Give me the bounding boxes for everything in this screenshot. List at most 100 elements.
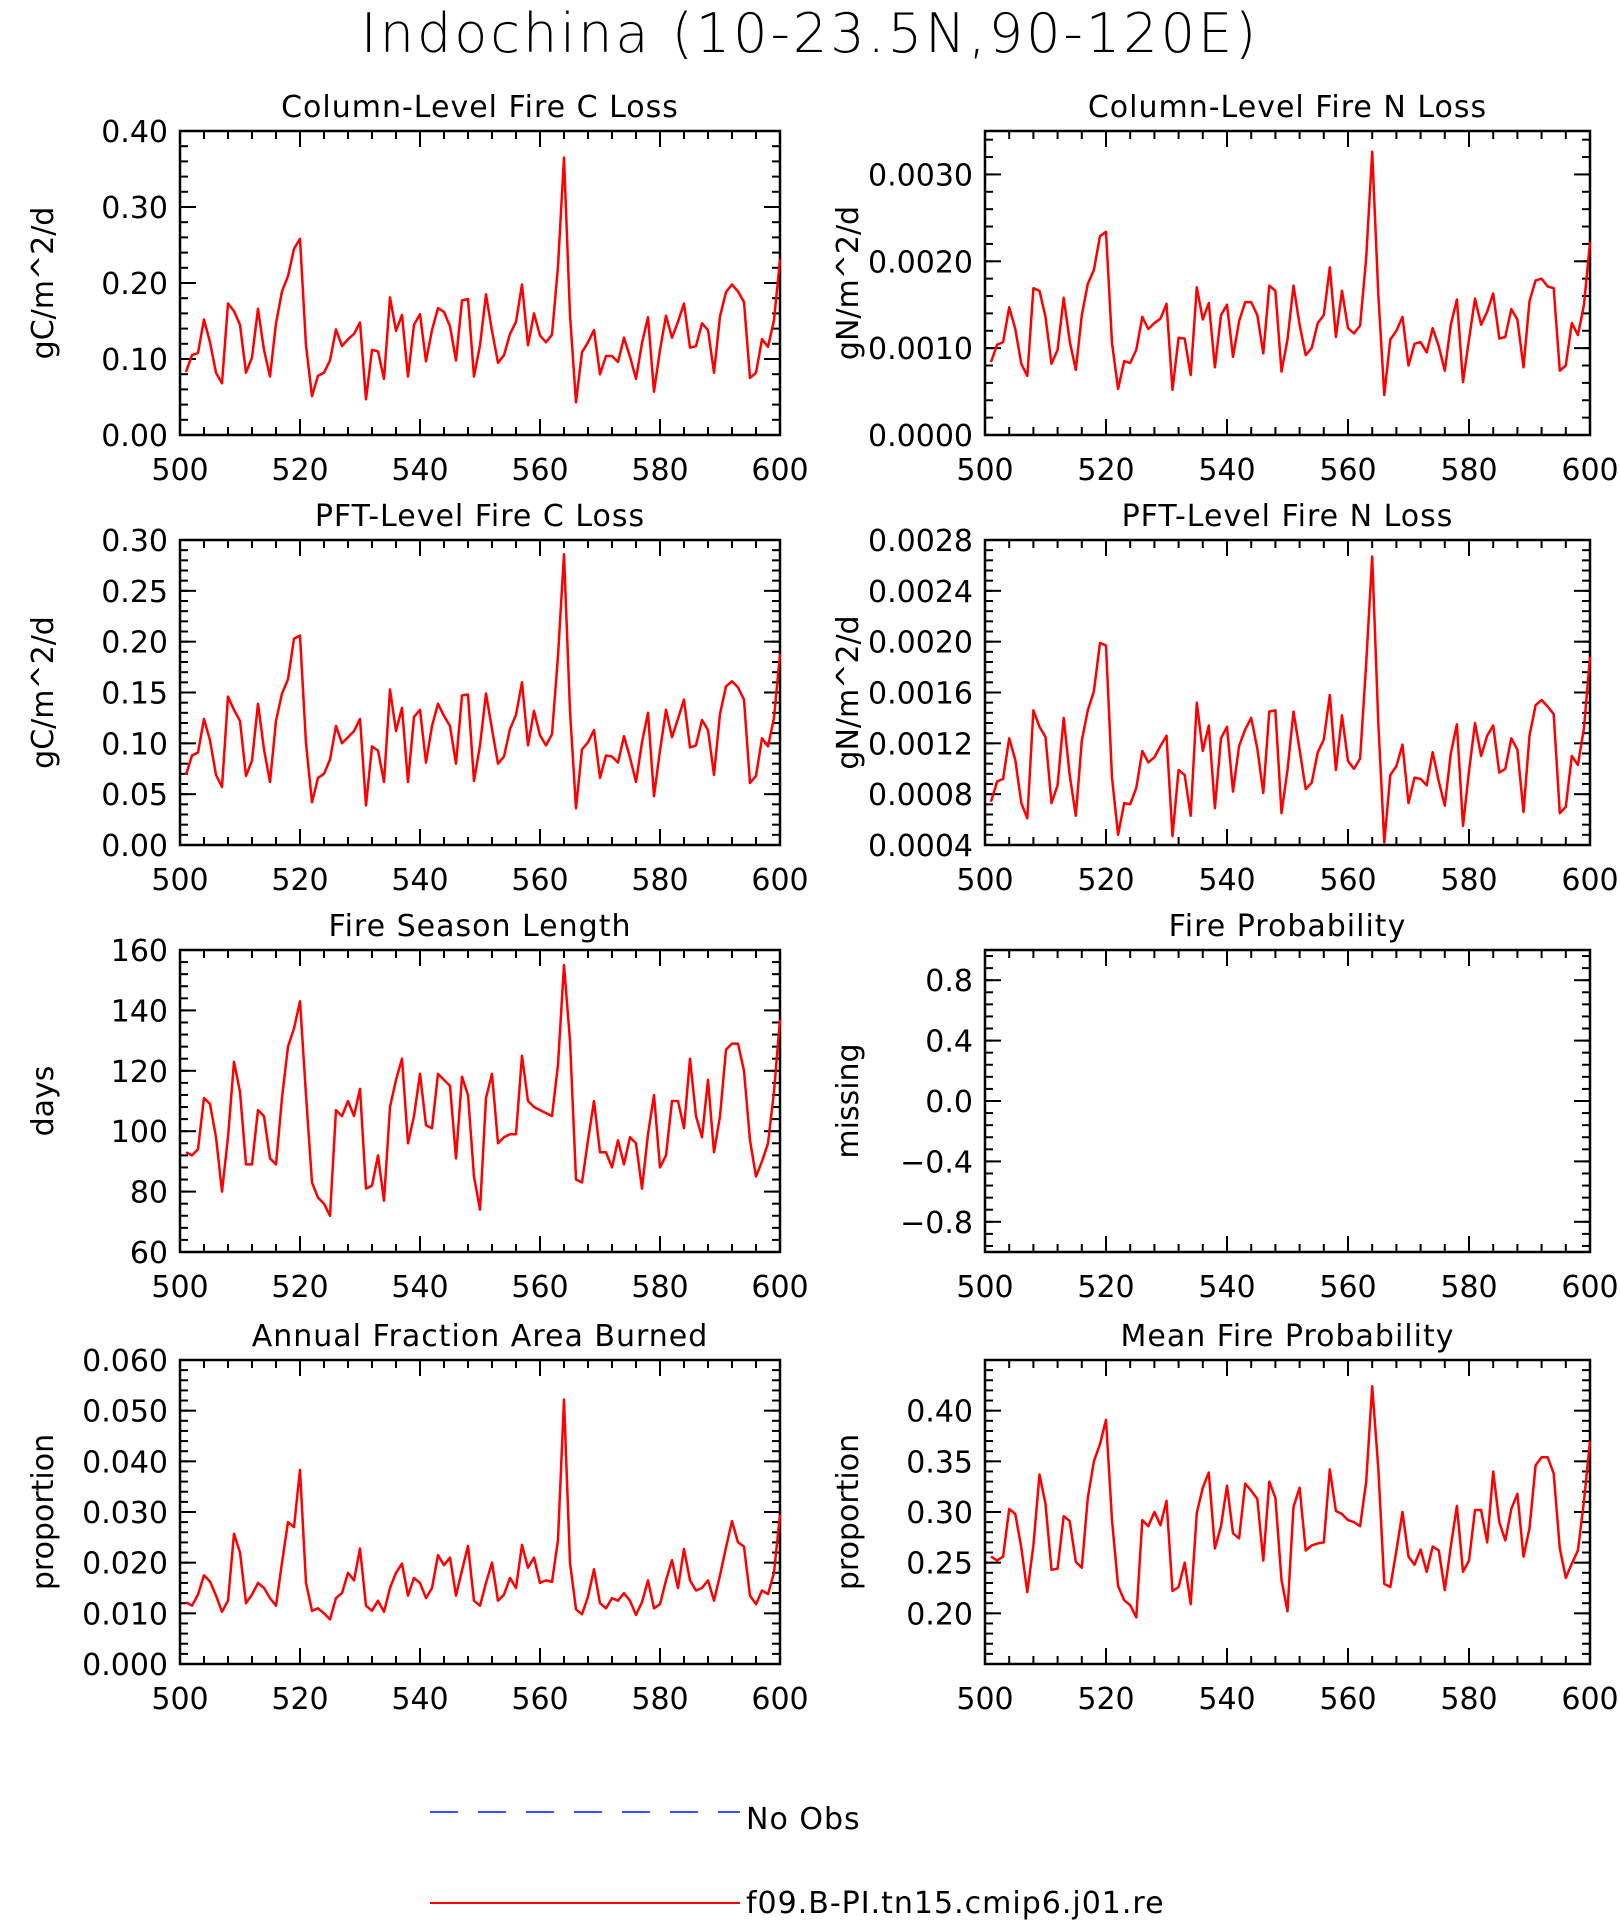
x-tick-label: 560 xyxy=(511,453,568,488)
y-tick-label: 0.40 xyxy=(101,115,168,150)
x-tick-label: 500 xyxy=(956,1270,1013,1305)
series-line-1 xyxy=(184,156,782,404)
y-tick-label: 0.00 xyxy=(101,829,168,864)
y-tick-label: 0.20 xyxy=(101,267,168,302)
x-tick-label: 580 xyxy=(631,1270,688,1305)
x-tick-label: 600 xyxy=(1561,1270,1618,1305)
x-tick-label: 500 xyxy=(956,1682,1013,1717)
series-line-1 xyxy=(990,1385,1592,1619)
y-tick-label: 60 xyxy=(130,1236,168,1271)
x-tick-label: 580 xyxy=(1440,453,1497,488)
series-line-1 xyxy=(989,555,1592,844)
y-tick-label: 0.10 xyxy=(101,343,168,378)
y-tick-label: 0.30 xyxy=(906,1496,973,1531)
y-axis-label: missing xyxy=(831,1043,866,1158)
y-tick-label: 0.05 xyxy=(101,778,168,813)
chart-panel-3: PFT-Level Fire C Loss gC/m^2/d 500 520 540 56… xyxy=(26,499,809,898)
y-tick-label: 0.15 xyxy=(101,677,168,712)
x-tick-label: 600 xyxy=(751,453,808,488)
x-tick-label: 520 xyxy=(1077,1682,1134,1717)
y-tick-label: 0.030 xyxy=(82,1496,168,1531)
x-tick-label: 600 xyxy=(1561,1682,1618,1717)
y-axis-label: proportion xyxy=(831,1434,866,1590)
x-tick-label: 540 xyxy=(1198,1682,1255,1717)
x-tick-label: 500 xyxy=(956,863,1013,898)
y-tick-label: 120 xyxy=(111,1055,168,1090)
chart-panel-6: Fire Probability missing 500 520 540 560 580 60… xyxy=(831,909,1619,1305)
x-tick-label: 540 xyxy=(391,1682,448,1717)
series-line-1 xyxy=(185,963,782,1218)
y-tick-label: 0.10 xyxy=(101,727,168,762)
x-tick-label: 520 xyxy=(1077,863,1134,898)
y-tick-label: 0.040 xyxy=(82,1445,168,1480)
x-tick-label: 560 xyxy=(1319,453,1376,488)
legend-label-model: f09.B-PI.tn15.cmip6.j01.re xyxy=(746,1886,1165,1921)
x-tick-label: 560 xyxy=(1319,863,1376,898)
x-tick-label: 520 xyxy=(271,1270,328,1305)
chart-title: Fire Season Length xyxy=(329,909,632,944)
y-axis-label: gN/m^2/d xyxy=(831,206,866,360)
y-tick-label: 0.25 xyxy=(906,1547,973,1582)
x-tick-label: 540 xyxy=(1198,863,1255,898)
plot-frame xyxy=(983,948,1592,1254)
y-tick-label: 0.010 xyxy=(82,1597,168,1632)
chart-title: Column-Level Fire N Loss xyxy=(1088,90,1487,125)
y-tick-label: 0.0 xyxy=(925,1085,973,1120)
y-tick-label: 0.0030 xyxy=(868,158,973,193)
plot-frame xyxy=(983,538,1592,847)
chart-panel-1: Column-Level Fire C Loss gC/m^2/d 500 520 54… xyxy=(26,90,809,488)
y-tick-label: 0.0010 xyxy=(868,332,973,367)
chart-title: Column-Level Fire C Loss xyxy=(281,90,679,125)
chart-panel-2: Column-Level Fire N Loss gN/m^2/d 500 520 54… xyxy=(831,90,1619,488)
y-axis-label: proportion xyxy=(26,1434,61,1590)
y-tick-label: 0.20 xyxy=(906,1597,973,1632)
chart-panel-8: Mean Fire Probability proportion 500 520 540… xyxy=(831,1319,1619,1717)
y-tick-label: 100 xyxy=(111,1115,168,1150)
y-tick-label: 0.060 xyxy=(82,1344,168,1379)
x-tick-label: 560 xyxy=(1319,1682,1376,1717)
y-tick-label: 0.0020 xyxy=(868,626,973,661)
x-tick-label: 560 xyxy=(511,863,568,898)
y-tick-label: 0.35 xyxy=(906,1445,973,1480)
chart-title: PFT-Level Fire N Loss xyxy=(1122,499,1454,534)
x-tick-label: 560 xyxy=(511,1270,568,1305)
y-axis-label: gN/m^2/d xyxy=(831,615,866,769)
x-tick-label: 540 xyxy=(391,863,448,898)
series-line-1 xyxy=(989,150,1592,397)
x-tick-label: 560 xyxy=(1319,1270,1376,1305)
chart-panel-5: Fire Season Length days 500 520 540 560 580 600… xyxy=(26,909,809,1305)
x-tick-label: 600 xyxy=(751,863,808,898)
y-tick-label: 0.40 xyxy=(906,1395,973,1430)
x-tick-label: 580 xyxy=(1440,1270,1497,1305)
x-tick-label: 520 xyxy=(271,863,328,898)
y-axis-label: gC/m^2/d xyxy=(26,616,61,769)
legend-line-no-obs xyxy=(430,1811,740,1813)
x-tick-label: 580 xyxy=(1440,863,1497,898)
x-tick-label: 500 xyxy=(956,453,1013,488)
y-tick-label: 80 xyxy=(130,1176,168,1211)
x-tick-label: 540 xyxy=(1198,1270,1255,1305)
x-tick-label: 500 xyxy=(151,863,208,898)
x-tick-label: 520 xyxy=(1077,1270,1134,1305)
x-tick-label: 520 xyxy=(271,453,328,488)
x-tick-label: 600 xyxy=(1561,453,1618,488)
y-tick-label: −0.8 xyxy=(900,1206,973,1241)
x-tick-label: 560 xyxy=(511,1682,568,1717)
chart-panel-4: PFT-Level Fire N Loss gN/m^2/d 500 520 540 56… xyxy=(831,499,1619,898)
x-tick-label: 580 xyxy=(1440,1682,1497,1717)
x-tick-label: 600 xyxy=(1561,863,1618,898)
x-tick-label: 500 xyxy=(151,453,208,488)
y-tick-label: 0.0004 xyxy=(868,829,973,864)
plot-frame xyxy=(178,538,782,847)
x-tick-label: 580 xyxy=(631,453,688,488)
y-tick-label: 0.0008 xyxy=(868,778,973,813)
series-line-1 xyxy=(185,1398,782,1621)
y-tick-label: 0.050 xyxy=(82,1395,168,1430)
y-tick-label: 0.0016 xyxy=(868,677,973,712)
chart-title: Fire Probability xyxy=(1169,909,1407,944)
y-tick-label: 0.25 xyxy=(101,575,168,610)
x-tick-label: 580 xyxy=(631,1682,688,1717)
y-tick-label: 0.000 xyxy=(82,1648,168,1683)
y-tick-label: 0.0000 xyxy=(868,419,973,454)
y-tick-label: 0.00 xyxy=(101,419,168,454)
